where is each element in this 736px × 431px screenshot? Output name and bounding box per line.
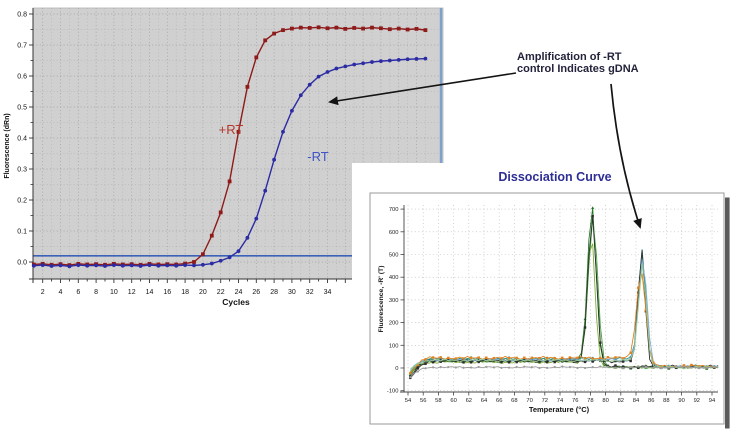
amp-gridlines — [33, 8, 443, 279]
diss-x-tick-label: 70 — [526, 398, 532, 404]
amp-x-tick-label: 4 — [59, 289, 63, 296]
diss-series-baseline-grey — [409, 365, 719, 379]
diss-x-tick-label: 78 — [587, 398, 593, 404]
dissociation-title: Dissociation Curve — [498, 170, 612, 184]
amp-axes: 2 4 6 8 10 12 14 16 18 20 22 24 26 28 30 32 340.00.10.20… — [17, 8, 443, 296]
diss-x-tick-label: 76 — [572, 398, 578, 404]
amp-x-tick-label: 8 — [94, 289, 98, 296]
diss-panel-shadow — [725, 197, 730, 429]
diss-y-tick-label: 600 — [389, 230, 399, 236]
amp-y-tick-label: 0.8 — [17, 11, 27, 18]
diss-x-axis-title: Temperature (°C) — [529, 405, 590, 414]
amp-x-tick-label: 24 — [235, 289, 243, 296]
amp-x-tick-label: 6 — [76, 289, 80, 296]
diss-x-tick-label: 74 — [557, 398, 564, 404]
amplification-chart: 2 4 6 8 10 12 14 16 18 20 22 24 26 28 30 32 34 0.0 0.1 0.2 0… — [0, 0, 460, 315]
diss-x-tick-label: 94 — [709, 398, 716, 404]
amp-y-tick-label: 0.2 — [17, 197, 27, 204]
diss-x-tick-label: 54 — [405, 398, 412, 404]
diss-x-tick-label: 86 — [648, 398, 654, 404]
diss-x-tick-label: 88 — [663, 398, 669, 404]
gdna-annotation: Amplification of -RT control Indicates g… — [517, 51, 657, 75]
amp-x-tick-label: 18 — [181, 289, 189, 296]
amp-x-tick-label: 12 — [128, 289, 136, 296]
amp-y-tick-label: 0.6 — [17, 73, 27, 80]
dissociation-plot-svg: -100 0 100 200 300 400 500 600 700 54 56 58 60 62 64 66… — [369, 192, 730, 429]
amp-y-tick-label: 0.5 — [17, 104, 27, 111]
diss-x-tick-label: 62 — [466, 398, 472, 404]
amp-x-tick-label: 10 — [110, 289, 118, 296]
amp-y-tick-label: 0.7 — [17, 42, 27, 49]
amp-y-tick-label: 0.1 — [17, 228, 27, 235]
diss-series-peak85-lightgreen — [410, 264, 719, 370]
minus-rt-label: -RT — [307, 149, 328, 164]
minus-rt-series — [31, 56, 428, 269]
gdna-annotation-line1: Amplification of -RT — [517, 51, 622, 63]
diss-y-tick-label: 300 — [389, 298, 399, 304]
diss-x-tick-label: 64 — [481, 398, 488, 404]
dissociation-panel: Dissociation Curve -100 0 100 200 300 400 500 6… — [352, 163, 736, 431]
diss-axes: -100 0 100 200 300 400 500 600 700 54 56 58 60 62 64 66… — [387, 205, 718, 404]
diss-x-tick-label: 92 — [694, 398, 700, 404]
diss-x-tick-label: 80 — [602, 398, 608, 404]
amp-x-tick-label: 30 — [288, 289, 296, 296]
amp-x-tick-label: 2 — [41, 289, 45, 296]
amp-x-tick-label: 28 — [270, 289, 278, 296]
diss-x-tick-label: 68 — [511, 398, 517, 404]
diss-x-tick-label: 58 — [435, 398, 441, 404]
amp-x-tick-label: 14 — [146, 289, 154, 296]
diss-x-tick-label: 56 — [420, 398, 426, 404]
gdna-annotation-line2: control Indicates gDNA — [517, 62, 639, 75]
amp-x-tick-label: 20 — [199, 289, 207, 296]
diss-x-tick-label: 66 — [496, 398, 502, 404]
amp-y-tick-label: 0.0 — [17, 259, 27, 266]
diss-y-tick-label: 400 — [389, 275, 399, 281]
amp-y-tick-label: 0.3 — [17, 166, 27, 173]
diss-y-tick-label: 0 — [395, 366, 398, 372]
diss-y-axis-title: Fluorescence, -R' (T) — [378, 266, 385, 333]
diss-y-tick-label: 700 — [389, 207, 399, 213]
diss-x-tick-label: 82 — [618, 398, 624, 404]
amp-x-tick-label: 16 — [163, 289, 171, 296]
amp-x-tick-label: 22 — [217, 289, 225, 296]
diss-y-tick-label: 100 — [389, 343, 399, 349]
amp-x-tick-label: 34 — [324, 289, 332, 296]
diss-x-tick-label: 72 — [542, 398, 548, 404]
diss-x-tick-label: 60 — [450, 398, 456, 404]
plus-rt-label: +RT — [219, 122, 244, 137]
amp-x-tick-label: 32 — [306, 289, 314, 296]
amp-y-axis-title: Fluorescence (dRn) — [4, 113, 11, 178]
diss-x-tick-label: 90 — [678, 398, 684, 404]
diss-series-group — [408, 206, 719, 380]
diss-y-tick-label: 200 — [389, 321, 399, 327]
amplification-plot-svg: 2 4 6 8 10 12 14 16 18 20 22 24 26 28 30 32 340.00.10.20… — [4, 7, 444, 307]
diss-x-tick-label: 84 — [633, 398, 640, 404]
amp-x-tick-label: 26 — [252, 289, 260, 296]
diss-y-tick-label: 500 — [389, 253, 399, 259]
diss-plot-frame — [369, 192, 725, 425]
diss-y-tick-label: -100 — [387, 389, 399, 395]
amp-y-tick-label: 0.4 — [17, 135, 27, 142]
amp-x-axis-title: Cycles — [222, 297, 250, 307]
